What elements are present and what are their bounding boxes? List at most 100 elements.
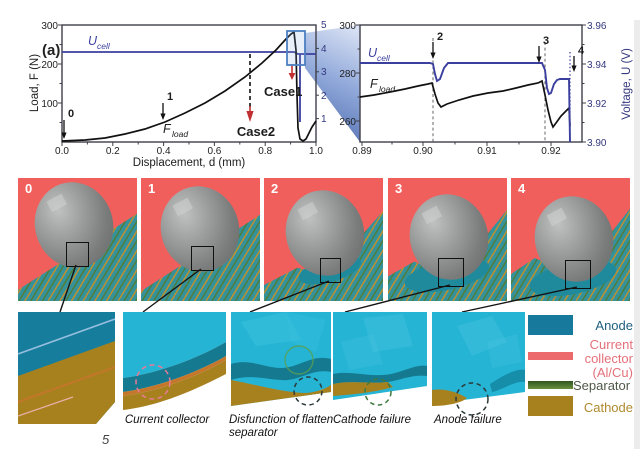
fload-curve	[61, 30, 317, 143]
zoom-region-box	[565, 260, 591, 289]
snapshot-number: 0	[25, 181, 33, 196]
tick-label: 280	[339, 69, 356, 80]
tick-label: 1	[321, 114, 327, 125]
tick-label: 0.91	[477, 146, 497, 157]
cathode-legend-label: Cathode	[583, 400, 633, 415]
right-chart: 300 280 260 3.96 3.94 3.92 3.90 Voltage,…	[339, 21, 633, 157]
current-collector-band	[123, 356, 226, 396]
event-marker-4: 4	[578, 45, 585, 57]
case1-label: Case1	[264, 84, 302, 99]
tick-label: 5	[321, 20, 327, 31]
tick-label: 200	[41, 60, 58, 71]
highlight-circle	[284, 345, 314, 375]
ucell-label: U	[368, 46, 378, 60]
zoom-box	[286, 30, 306, 66]
tick-label: 0.90	[413, 146, 433, 157]
zoom-region-box	[66, 242, 89, 267]
highlight-circle	[455, 382, 489, 416]
ucell-label-sub: cell	[97, 41, 111, 51]
separator-line	[18, 318, 115, 355]
snapshot-panel-4: 4	[511, 178, 630, 301]
highlight-circle	[293, 376, 323, 406]
current-collector-legend-label: collector	[584, 351, 633, 366]
snapshot-panel-1: 1	[141, 178, 260, 301]
snapshot-number: 1	[148, 181, 156, 196]
ucell-zoom-curve	[360, 62, 571, 143]
tick-label: 0.2	[106, 146, 120, 157]
zoom-region-box	[438, 258, 464, 287]
charts-panel: (a) 300 200 100 0.0 0.2 0.4 0.6 0.8 1.0 …	[29, 20, 633, 169]
current-collector-line	[18, 396, 74, 417]
cut-off-caption-fragment: 5	[102, 432, 110, 447]
cathode-swatch	[528, 396, 573, 416]
snapshot-panel-3: 3	[388, 178, 507, 301]
inset-caption-separator: Disfunction of flatten separator	[229, 414, 334, 440]
current-collector-swatch	[528, 352, 573, 360]
highlight-circle	[364, 378, 392, 406]
tick-label: 3.92	[587, 99, 607, 110]
highlight-circle	[135, 364, 171, 400]
inset-cathode-failure	[333, 312, 427, 406]
ucell-line	[62, 51, 316, 55]
snapshot-panel-2: 2	[264, 178, 383, 301]
tick-label: 300	[41, 21, 58, 32]
fload-zoom-curve	[359, 79, 571, 129]
fload-label-sub: load	[172, 129, 188, 139]
tick-label: 0.92	[541, 146, 561, 157]
separator-legend-label: Separator	[573, 378, 631, 393]
tick-label: 2	[321, 91, 327, 102]
tick-label: 1.0	[309, 146, 323, 157]
ucell-label: U	[88, 34, 98, 48]
inset-separator-disfunction	[231, 312, 331, 406]
tick-label: 0.6	[207, 146, 221, 157]
separator-swatch	[528, 381, 573, 389]
inset-caption-current-collector: Current collector	[124, 414, 210, 426]
scan-edge-strip	[634, 20, 640, 449]
current-collector-legend-label: (Al/Cu)	[592, 365, 633, 380]
snapshot-number: 4	[518, 181, 526, 196]
snapshot-panel-0: 0	[18, 178, 137, 301]
figure-label: (a)	[42, 42, 60, 59]
tick-label: 100	[41, 99, 58, 110]
tick-label: 3.94	[587, 60, 607, 71]
case2-arrow	[246, 111, 254, 122]
current-collector-legend-label: Current	[589, 337, 633, 352]
zoom-beam	[305, 25, 360, 142]
tick-label: 4	[321, 44, 327, 55]
fload-label: F	[163, 122, 172, 136]
zoom-region-box	[320, 258, 341, 283]
tick-label: 0.8	[258, 146, 272, 157]
event-marker-1: 1	[167, 91, 173, 103]
tick-label: 3.90	[587, 138, 607, 149]
anode-legend-label: Anode	[595, 318, 633, 333]
left-chart: 300 200 100 0.0 0.2 0.4 0.6 0.8 1.0 5 4 …	[29, 20, 327, 169]
fload-label: F	[370, 77, 379, 91]
event-marker-3: 3	[543, 35, 549, 47]
anode-swatch	[528, 315, 573, 335]
inset-caption-anode: Anode failure	[434, 414, 502, 426]
event-marker-0: 0	[68, 108, 74, 120]
case2-label: Case2	[237, 124, 275, 139]
snapshot-number: 2	[271, 181, 279, 196]
tick-label: 300	[339, 21, 356, 32]
left-y-axis-title: Load, F (N)	[29, 54, 41, 112]
tick-label: 0.0	[55, 146, 69, 157]
tick-label: 0.4	[157, 146, 171, 157]
tick-label: 0.89	[352, 146, 372, 157]
fload-label-sub: load	[379, 84, 395, 94]
right-y-axis-title: Voltage, U (V)	[621, 48, 633, 120]
left-x-axis-title: Displacement, d (mm)	[133, 157, 246, 169]
ucell-label-sub: cell	[377, 53, 391, 63]
tick-label: 260	[339, 117, 356, 128]
inset-anode-failure	[432, 312, 525, 416]
snapshot-number: 3	[395, 181, 403, 196]
event-marker-2: 2	[437, 31, 443, 43]
inset-caption-cathode: Cathode failure	[333, 414, 411, 426]
inset-initial-layers	[18, 312, 115, 424]
current-collector-line	[18, 366, 115, 403]
inset-current-collector	[123, 312, 226, 410]
tick-label: 3.96	[587, 21, 607, 32]
zoom-region-box	[191, 246, 214, 271]
tick-label: 3	[321, 67, 327, 78]
